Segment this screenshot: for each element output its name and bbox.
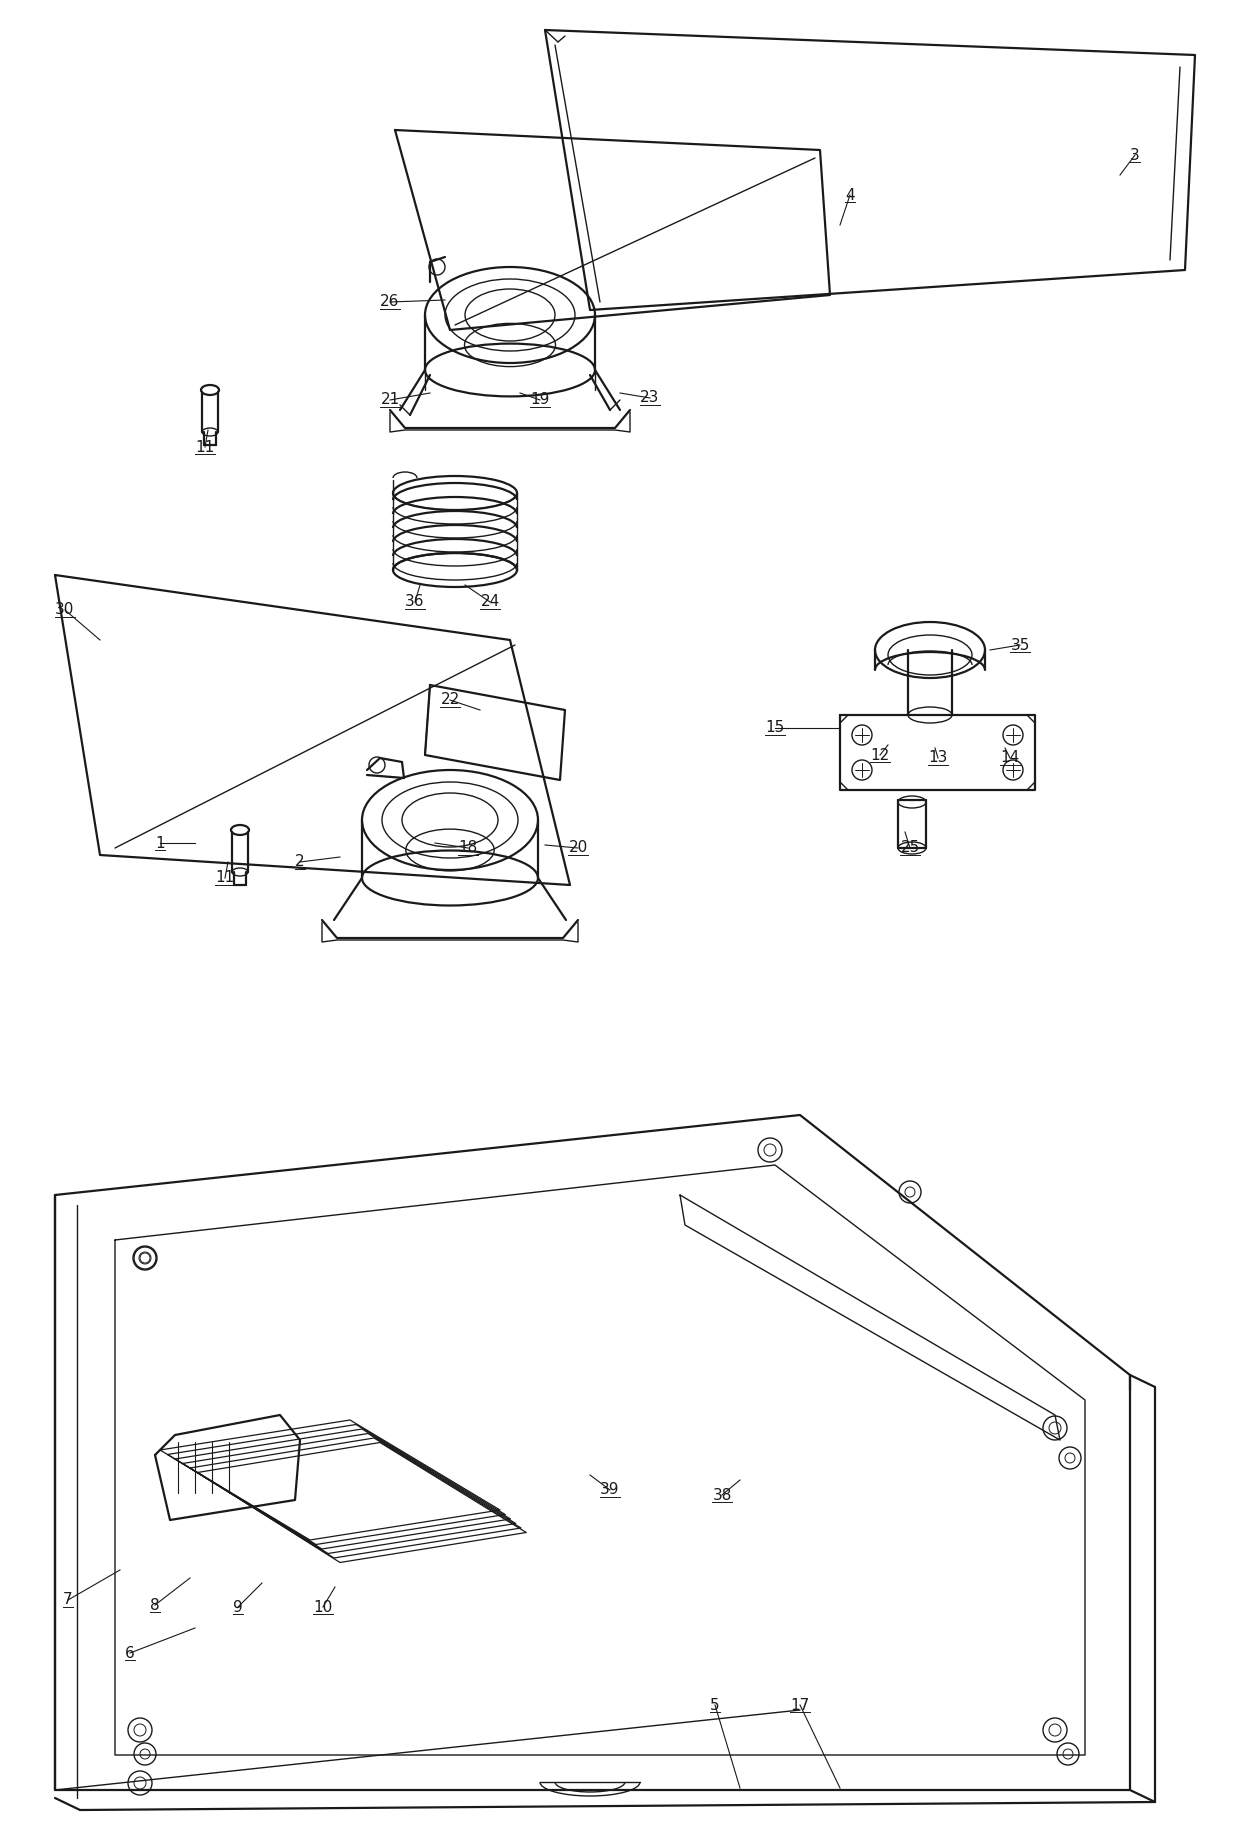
- Text: 8: 8: [150, 1598, 160, 1612]
- Text: 6: 6: [125, 1645, 135, 1660]
- Text: 20: 20: [568, 840, 588, 856]
- Text: 19: 19: [531, 393, 549, 407]
- Text: 7: 7: [63, 1592, 73, 1607]
- Text: 9: 9: [233, 1600, 243, 1614]
- Text: 2: 2: [295, 855, 305, 869]
- Text: 5: 5: [711, 1698, 719, 1713]
- Text: 30: 30: [56, 603, 74, 617]
- Text: 25: 25: [900, 840, 920, 856]
- Text: 4: 4: [846, 188, 854, 203]
- Text: 3: 3: [1130, 148, 1140, 163]
- Text: 17: 17: [790, 1698, 810, 1713]
- Text: 24: 24: [480, 595, 500, 610]
- Text: 18: 18: [459, 840, 477, 856]
- Text: 1: 1: [155, 836, 165, 851]
- Text: 11: 11: [196, 440, 215, 455]
- Text: 21: 21: [381, 393, 399, 407]
- Text: 14: 14: [1001, 750, 1019, 765]
- Text: 23: 23: [640, 391, 660, 405]
- Text: 12: 12: [870, 747, 889, 763]
- Text: 39: 39: [600, 1483, 620, 1497]
- Text: 11: 11: [216, 871, 234, 886]
- Text: 22: 22: [440, 692, 460, 707]
- Text: 38: 38: [712, 1488, 732, 1503]
- Text: 10: 10: [314, 1600, 332, 1614]
- Text: 15: 15: [765, 721, 785, 736]
- Text: 36: 36: [405, 595, 425, 610]
- Text: 13: 13: [929, 750, 947, 765]
- Text: 26: 26: [381, 294, 399, 309]
- Text: 35: 35: [1011, 637, 1029, 652]
